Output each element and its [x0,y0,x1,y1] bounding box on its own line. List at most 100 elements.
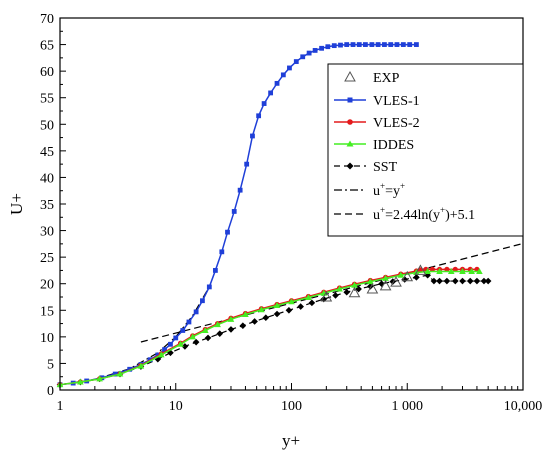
data-point [332,292,339,299]
series-line [59,288,209,386]
data-point [244,161,250,167]
data-point [200,298,205,304]
data-point [300,54,306,60]
data-point [155,352,161,358]
data-point [443,277,451,285]
data-point [214,321,221,328]
x-tick-label: 10,000 [504,399,543,414]
data-point [261,101,267,106]
data-point [390,276,402,287]
data-point [168,341,173,347]
x-tick-label: 10 [169,399,183,414]
legend-box [327,63,524,237]
data-point [388,42,394,47]
x-tick-label: 100 [281,399,302,414]
data-point [459,277,466,285]
x-axis-title: y+ [282,431,300,450]
x-tick-label: 1 [57,399,64,414]
series-layer [56,42,524,388]
data-point [239,322,247,329]
data-point [320,290,333,302]
y-tick-label: 45 [40,145,54,160]
data-point [394,42,400,47]
data-point [192,338,200,346]
data-point [268,90,274,96]
data-point [167,349,174,357]
data-point [379,279,392,291]
data-point [180,328,186,333]
legend-label-vles1: VLES-1 [373,94,420,109]
data-point [293,59,299,64]
data-point [356,42,362,47]
series-exp [320,264,427,302]
data-point [154,355,162,363]
legend-marker-iddes [346,140,354,147]
data-point [350,42,356,47]
data-point [466,277,474,285]
data-point [204,334,212,342]
data-point [305,294,312,301]
series-line [59,270,480,386]
data-point [312,48,318,53]
data-point [436,267,443,274]
data-point [351,281,358,288]
data-point [382,42,387,47]
data-point [444,266,450,272]
data-point [413,274,420,281]
y-tick-label: 5 [47,357,54,372]
data-point [451,277,459,285]
data-point [369,42,375,47]
data-point [225,229,230,235]
data-point [447,267,455,274]
y-axis-title: U+ [7,193,26,215]
series-iddes [56,267,483,388]
legend-label-vles2: VLES-2 [373,116,420,131]
series-sst [56,271,492,388]
y-tick-label: 30 [40,225,54,240]
legend-marker-vles2 [347,119,353,125]
data-point [319,45,325,51]
data-point [237,187,243,193]
data-point [137,362,145,369]
data-point [116,370,124,377]
data-point [212,268,218,273]
data-point [325,44,331,50]
legend-label-iddes: IDDES [373,138,414,153]
data-point [112,371,118,377]
data-point [274,80,280,86]
data-point [476,267,483,274]
data-point [297,303,304,310]
data-point [424,267,431,274]
data-point [336,285,343,292]
y-tick-label: 65 [40,39,54,54]
data-point [397,271,405,278]
data-point [177,340,184,347]
legend-label-exp: EXP [373,71,400,86]
data-point [227,315,235,322]
data-point [355,285,362,293]
data-point [407,42,413,47]
legend-label-sst: SST [373,160,398,175]
data-point [331,43,337,49]
data-point [193,309,199,315]
data-point [288,298,295,305]
data-point [480,277,488,285]
data-point [256,113,262,119]
data-point [484,277,492,285]
data-point [262,314,270,322]
data-point [258,306,265,313]
data-point [375,42,381,47]
series-line [59,268,477,386]
data-point [162,347,167,353]
legend-marker-sst [346,162,354,170]
data-point [367,283,374,290]
data-point [219,249,225,255]
data-point [414,42,419,47]
data-point [273,310,281,318]
data-point [287,65,292,71]
data-point [251,318,258,325]
data-point [343,288,351,296]
data-point [280,72,286,78]
data-point [338,42,343,48]
data-point [201,326,209,333]
